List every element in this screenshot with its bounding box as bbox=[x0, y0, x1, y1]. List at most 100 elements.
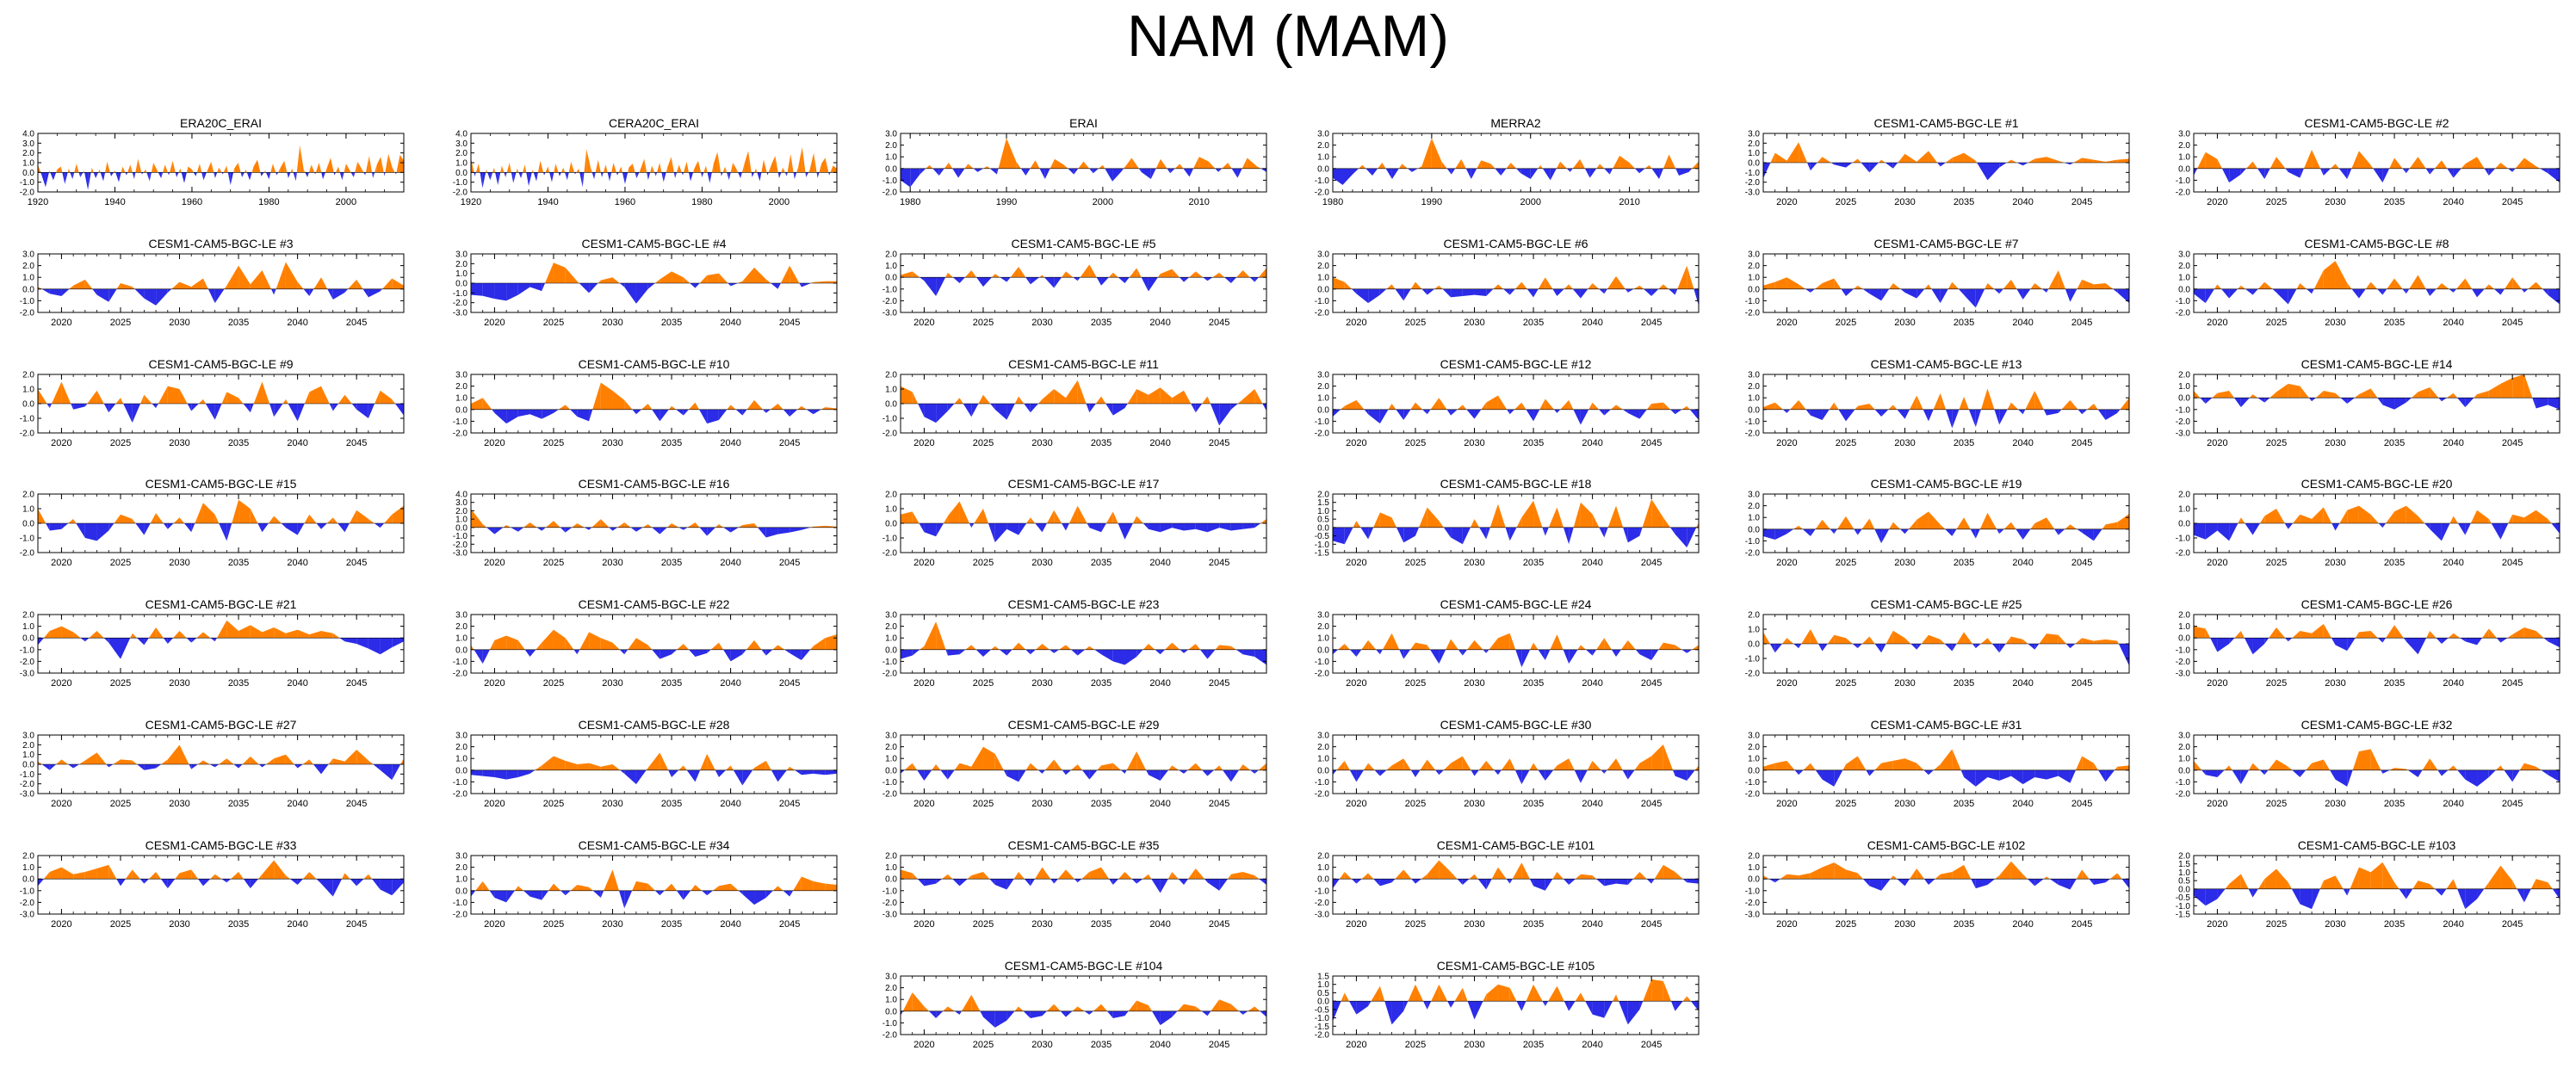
negative-area bbox=[2358, 288, 2366, 299]
positive-area bbox=[1793, 525, 1799, 529]
negative-area bbox=[2508, 168, 2513, 172]
negative-area bbox=[707, 172, 710, 183]
negative-area bbox=[1604, 168, 1610, 175]
negative-area bbox=[1923, 409, 1929, 422]
negative-area bbox=[492, 409, 495, 413]
positive-area bbox=[565, 267, 578, 283]
negative-area bbox=[2402, 288, 2406, 294]
negative-area bbox=[2058, 528, 2065, 535]
negative-area bbox=[994, 404, 1007, 420]
positive-area bbox=[2488, 628, 2497, 639]
negative-area bbox=[1604, 527, 1608, 538]
positive-area bbox=[929, 164, 933, 169]
positive-area bbox=[2313, 270, 2324, 289]
y-tick-label: 1.0 bbox=[22, 751, 34, 760]
positive-area bbox=[1607, 505, 1617, 528]
positive-area bbox=[2500, 163, 2509, 169]
positive-area bbox=[536, 642, 542, 650]
negative-area bbox=[1975, 288, 1985, 308]
negative-area bbox=[2418, 638, 2427, 655]
positive-area bbox=[375, 164, 377, 173]
negative-area bbox=[683, 172, 684, 176]
negative-area bbox=[506, 283, 518, 301]
negative-area bbox=[969, 523, 972, 528]
negative-area bbox=[1520, 168, 1531, 180]
positive-area bbox=[1557, 507, 1564, 528]
y-tick-label: 4.0 bbox=[22, 130, 34, 139]
negative-area bbox=[1999, 288, 2003, 294]
negative-area bbox=[1521, 649, 1531, 668]
negative-area bbox=[740, 172, 742, 179]
negative-area bbox=[1845, 163, 1853, 168]
positive-area bbox=[667, 157, 672, 173]
negative-area bbox=[1019, 523, 1027, 535]
y-tick-label: -2.0 bbox=[20, 549, 35, 559]
positive-area bbox=[179, 631, 187, 639]
negative-area bbox=[777, 172, 779, 179]
negative-area bbox=[920, 277, 925, 281]
negative-area bbox=[806, 172, 809, 177]
negative-area bbox=[2424, 523, 2430, 529]
negative-area bbox=[1533, 288, 1539, 298]
positive-area bbox=[572, 523, 578, 528]
x-tick-label: 1990 bbox=[996, 197, 1017, 207]
positive-area bbox=[987, 166, 990, 169]
positive-area bbox=[2025, 391, 2035, 410]
positive-area bbox=[780, 265, 790, 283]
x-tick-label: 2045 bbox=[1209, 438, 1229, 448]
positive-area bbox=[1430, 398, 1440, 410]
y-tick-label: -2.0 bbox=[2176, 309, 2191, 318]
positive-area bbox=[178, 168, 181, 173]
positive-area bbox=[1604, 638, 1612, 650]
positive-area bbox=[216, 620, 227, 639]
negative-area bbox=[707, 409, 719, 424]
positive-area bbox=[238, 625, 251, 639]
negative-area bbox=[1687, 527, 1697, 548]
negative-area bbox=[801, 283, 811, 287]
negative-area bbox=[924, 523, 937, 537]
negative-area bbox=[1349, 649, 1357, 657]
x-tick-label: 2030 bbox=[1031, 318, 1052, 328]
positive-area bbox=[2010, 522, 2016, 529]
negative-area bbox=[1006, 277, 1011, 282]
positive-area bbox=[116, 283, 121, 289]
negative-area bbox=[1904, 409, 1910, 419]
x-tick-label: 1980 bbox=[691, 197, 712, 207]
y-tick-label: -1.0 bbox=[1745, 297, 1761, 306]
negative-area bbox=[1991, 644, 2000, 653]
y-tick-label: 0.5 bbox=[1317, 516, 1329, 525]
negative-area bbox=[1379, 288, 1387, 295]
negative-area bbox=[2320, 168, 2324, 176]
positive-area bbox=[926, 164, 930, 169]
x-tick-label: 2000 bbox=[1093, 197, 1113, 207]
negative-area bbox=[45, 172, 49, 188]
positive-area bbox=[90, 167, 92, 173]
negative-area bbox=[73, 764, 79, 769]
y-tick-label: 0.0 bbox=[455, 646, 468, 655]
positive-area bbox=[537, 160, 541, 173]
positive-area bbox=[1142, 644, 1149, 650]
negative-area bbox=[344, 523, 350, 533]
positive-area bbox=[1981, 388, 1988, 410]
negative-area bbox=[1446, 168, 1452, 175]
positive-area bbox=[1545, 277, 1553, 289]
positive-area bbox=[1639, 285, 1644, 289]
plot-frame bbox=[2193, 133, 2561, 193]
positive-area bbox=[1030, 517, 1036, 523]
negative-area bbox=[1218, 168, 1223, 172]
positive-area bbox=[718, 523, 724, 528]
negative-area bbox=[1501, 168, 1507, 176]
y-tick-label: -3.0 bbox=[20, 670, 35, 679]
positive-area bbox=[274, 754, 286, 764]
negative-area bbox=[2491, 523, 2501, 540]
positive-area bbox=[2252, 394, 2258, 399]
negative-area bbox=[1446, 409, 1452, 416]
positive-area bbox=[132, 760, 138, 764]
negative-area bbox=[1443, 527, 1452, 538]
negative-area bbox=[735, 409, 743, 416]
y-tick-label: 1.0 bbox=[1317, 634, 1329, 644]
positive-area bbox=[489, 640, 495, 650]
negative-area bbox=[258, 764, 263, 768]
positive-area bbox=[114, 514, 121, 523]
positive-area bbox=[509, 163, 511, 173]
